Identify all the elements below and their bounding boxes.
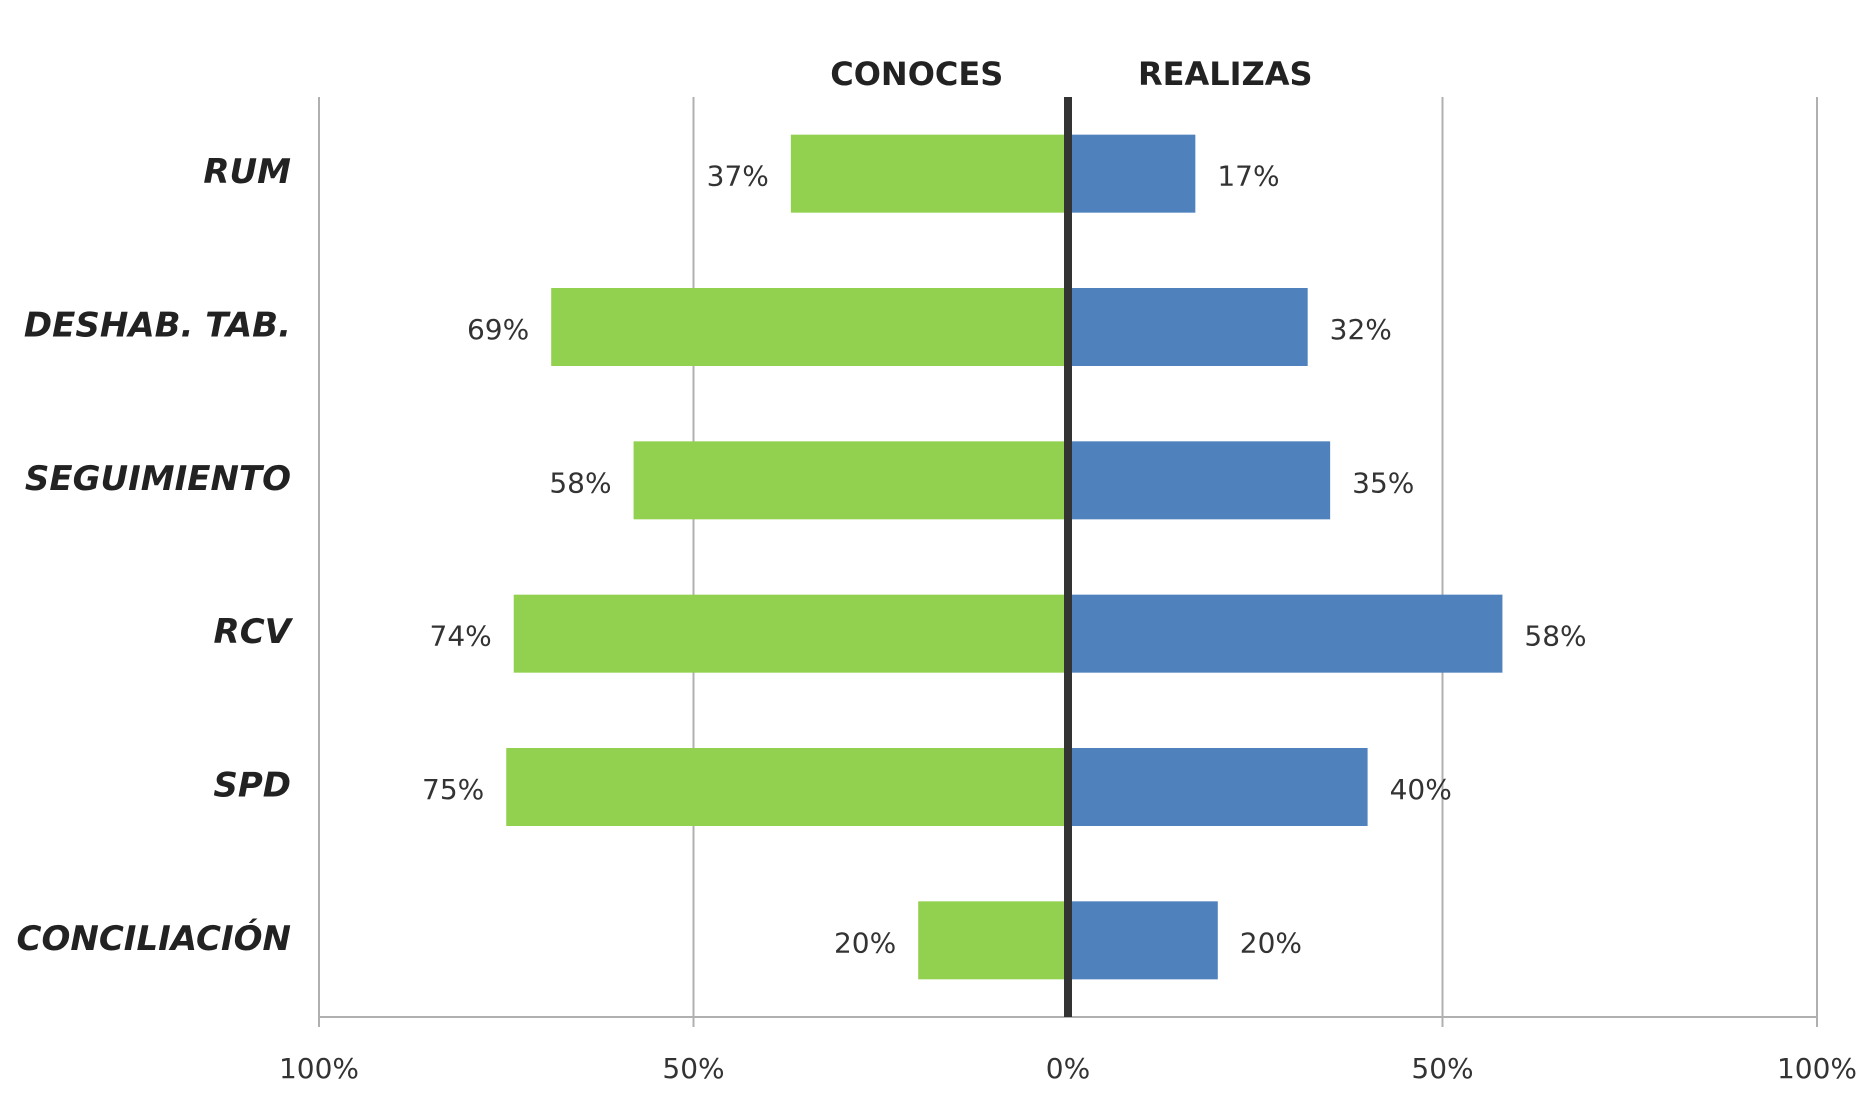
value-label: 32% [1330,313,1392,346]
category-label: SEGUIMIENTO [25,459,291,499]
bar [633,441,1068,520]
value-label: 75% [422,773,484,806]
value-label: 20% [1240,926,1302,959]
bar [1068,748,1368,826]
value-label: 20% [834,926,896,959]
bar [1068,901,1218,980]
category-label: DESHAB. TAB. [24,306,291,346]
bar [513,594,1068,673]
category-label: SPD [213,766,291,806]
value-label: 37% [707,160,769,193]
series-header: REALIZAS [1138,55,1313,93]
category-label: RUM [203,152,291,192]
category-label: CONCILIACIÓN [17,918,291,959]
x-tick-label: 0% [1046,1052,1090,1085]
x-tick-label: 100% [279,1052,359,1085]
category-label: RCV [214,612,294,652]
bar [918,901,1068,980]
bar [1068,441,1331,520]
value-label: 69% [467,313,529,346]
bar [1068,594,1503,673]
value-label: 58% [1524,620,1586,653]
value-label: 40% [1390,773,1452,806]
bar [506,748,1068,826]
bar [1068,288,1308,366]
value-label: 58% [549,466,611,499]
x-tick-label: 100% [1777,1052,1857,1085]
series-header: CONOCES [830,55,1003,93]
x-tick-label: 50% [662,1052,724,1085]
bar [551,288,1068,366]
value-label: 35% [1352,466,1414,499]
bar [1068,134,1196,213]
value-label: 17% [1217,160,1279,193]
x-tick-label: 50% [1411,1052,1473,1085]
value-label: 74% [430,620,492,653]
bar [790,134,1068,213]
